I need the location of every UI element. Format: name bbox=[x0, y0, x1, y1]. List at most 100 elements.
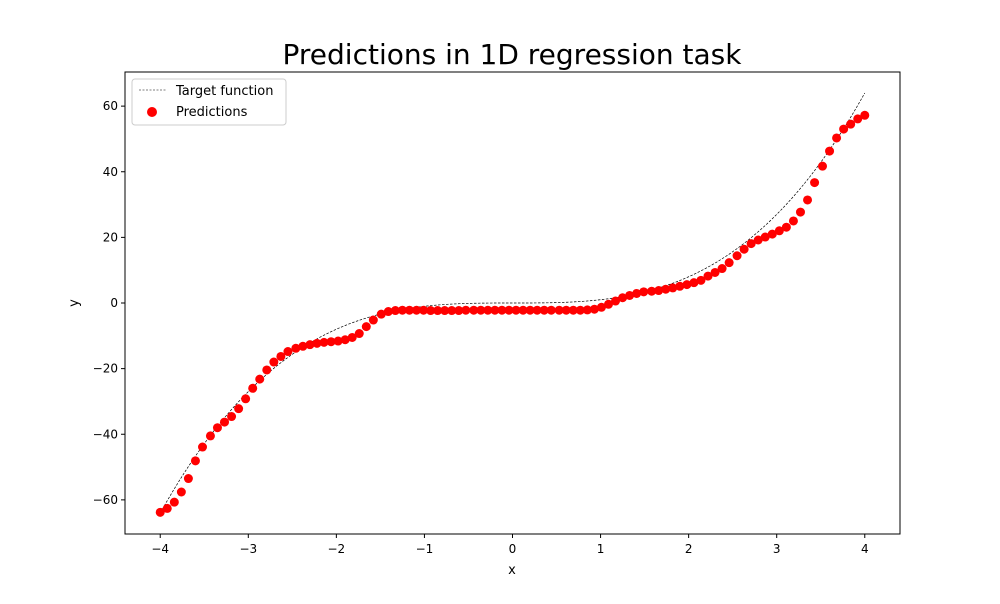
prediction-point bbox=[675, 281, 685, 291]
prediction-point bbox=[404, 305, 414, 315]
y-axis-label: y bbox=[67, 299, 82, 307]
x-axis-ticks: −4 −3 −2 −1 0 1 2 3 4 bbox=[151, 534, 869, 556]
prediction-point bbox=[596, 302, 606, 312]
prediction-point bbox=[220, 417, 230, 427]
target-function-line bbox=[159, 92, 866, 514]
prediction-point bbox=[546, 305, 556, 315]
prediction-point bbox=[532, 305, 542, 315]
prediction-point bbox=[767, 229, 777, 239]
x-tick-label: 4 bbox=[861, 542, 869, 556]
prediction-point bbox=[319, 337, 329, 347]
prediction-point bbox=[803, 195, 813, 205]
prediction-point bbox=[689, 278, 699, 288]
prediction-point bbox=[582, 305, 592, 315]
prediction-point bbox=[497, 305, 507, 315]
prediction-point bbox=[361, 322, 371, 332]
prediction-point bbox=[832, 133, 842, 143]
prediction-point bbox=[661, 284, 671, 294]
plot-area bbox=[155, 92, 870, 517]
x-axis-label: x bbox=[508, 563, 516, 578]
legend-box bbox=[131, 78, 287, 126]
prediction-point bbox=[469, 305, 479, 315]
prediction-point bbox=[269, 357, 279, 367]
prediction-point bbox=[312, 338, 322, 348]
prediction-point bbox=[561, 305, 571, 315]
prediction-point bbox=[212, 423, 222, 433]
prediction-point bbox=[483, 305, 493, 315]
y-axis-ticks: −60 −40 −20 0 20 40 60 bbox=[93, 99, 125, 507]
prediction-point bbox=[283, 347, 293, 357]
prediction-point bbox=[198, 442, 207, 452]
prediction-point bbox=[333, 336, 343, 346]
prediction-point bbox=[618, 293, 628, 303]
prediction-point bbox=[788, 216, 798, 226]
prediction-point bbox=[575, 305, 585, 315]
prediction-point bbox=[625, 290, 635, 300]
prediction-point bbox=[347, 332, 357, 342]
x-tick-label: 0 bbox=[509, 542, 517, 556]
prediction-point bbox=[825, 146, 835, 156]
prediction-point bbox=[724, 258, 734, 268]
prediction-point bbox=[696, 275, 706, 285]
prediction-point bbox=[554, 305, 564, 315]
prediction-point bbox=[376, 309, 386, 319]
x-tick-label: 2 bbox=[685, 542, 693, 556]
prediction-point bbox=[227, 412, 237, 422]
prediction-point bbox=[818, 161, 827, 171]
prediction-point bbox=[490, 305, 500, 315]
x-tick-label: −1 bbox=[416, 542, 434, 556]
prediction-point bbox=[276, 351, 286, 361]
prediction-point bbox=[169, 497, 179, 507]
prediction-point bbox=[539, 305, 549, 315]
prediction-point bbox=[354, 329, 364, 339]
prediction-point bbox=[419, 305, 429, 315]
axes-frame bbox=[124, 71, 901, 535]
prediction-point bbox=[518, 305, 528, 315]
prediction-point bbox=[746, 239, 756, 249]
chart-title: Predictions in 1D regression task bbox=[283, 38, 743, 71]
prediction-point bbox=[383, 307, 393, 317]
prediction-point bbox=[839, 124, 849, 134]
y-tick-label: −20 bbox=[93, 362, 118, 376]
prediction-point bbox=[390, 306, 400, 316]
prediction-point bbox=[753, 235, 763, 245]
prediction-point bbox=[262, 365, 272, 375]
prediction-point bbox=[511, 305, 521, 315]
prediction-point bbox=[255, 374, 265, 384]
x-tick-label: −3 bbox=[239, 542, 257, 556]
prediction-point bbox=[412, 305, 422, 315]
prediction-point bbox=[654, 286, 664, 296]
prediction-point bbox=[326, 337, 336, 347]
prediction-point bbox=[340, 335, 350, 345]
prediction-point bbox=[853, 114, 863, 124]
prediction-point bbox=[710, 267, 720, 277]
prediction-point bbox=[176, 487, 186, 497]
legend-label-predictions: Predictions bbox=[176, 105, 248, 120]
prediction-point bbox=[639, 287, 649, 297]
prediction-point bbox=[739, 244, 749, 254]
prediction-point bbox=[504, 305, 514, 315]
prediction-point bbox=[447, 306, 457, 316]
prediction-point bbox=[732, 251, 742, 261]
prediction-point bbox=[846, 119, 856, 129]
prediction-point bbox=[291, 343, 301, 353]
y-tick-label: 0 bbox=[110, 296, 118, 310]
prediction-point bbox=[234, 404, 244, 414]
prediction-point bbox=[440, 306, 450, 316]
prediction-point bbox=[476, 305, 486, 315]
prediction-point bbox=[155, 507, 165, 517]
legend-label-target: Target function bbox=[175, 84, 273, 99]
prediction-point bbox=[781, 222, 791, 232]
x-tick-label: −2 bbox=[328, 542, 346, 556]
prediction-point bbox=[305, 340, 315, 350]
prediction-point bbox=[810, 178, 820, 188]
legend-point-swatch bbox=[147, 107, 157, 117]
prediction-point bbox=[589, 304, 599, 314]
prediction-point bbox=[760, 232, 770, 242]
prediction-point bbox=[454, 306, 464, 316]
prediction-point bbox=[248, 383, 258, 393]
prediction-point bbox=[461, 305, 471, 315]
prediction-point bbox=[433, 306, 443, 316]
